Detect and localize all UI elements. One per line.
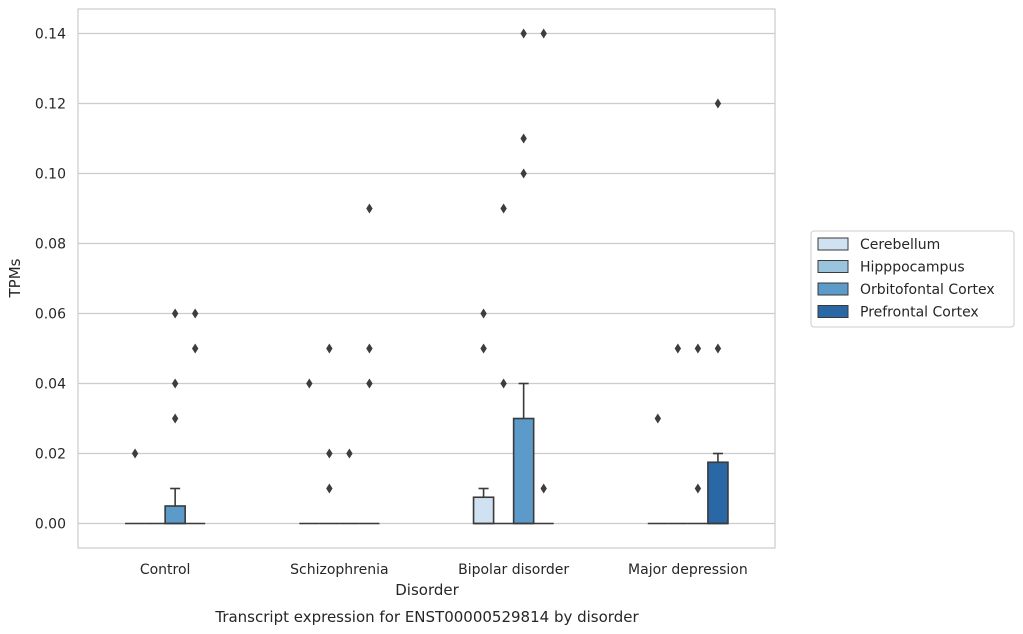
box-cerebellum	[647, 413, 668, 525]
outlier-point	[191, 343, 199, 354]
outlier-point	[366, 203, 373, 214]
outlier-point	[171, 378, 179, 389]
box-hipppocampus	[319, 343, 340, 525]
y-tick-label: 0.10	[35, 167, 66, 183]
outlier-point	[366, 378, 373, 389]
x-axis-title: Disorder	[395, 581, 459, 599]
y-tick-labels: 0.00 0.02 0.04 0.06 0.08 0.10 0.12 0.14	[35, 27, 66, 533]
box-cerebellum	[299, 378, 320, 525]
y-tick-label: 0.06	[35, 307, 66, 323]
y-tick-label: 0.08	[35, 237, 66, 253]
box-prefrontal-cortex	[533, 28, 554, 525]
box-body	[512, 417, 535, 525]
outlier-point	[520, 28, 527, 39]
plot-frame	[77, 8, 776, 549]
box-prefrontal-cortex	[185, 308, 206, 525]
x-tick-label: Bipolar disorder	[458, 562, 569, 578]
outlier-point	[674, 343, 682, 354]
box-orbitofontal-cortex	[164, 308, 186, 525]
y-tick-label: 0.14	[35, 27, 66, 43]
box-hipppocampus	[667, 343, 688, 525]
x-tick-label: Major depression	[628, 562, 748, 578]
outlier-point	[171, 308, 179, 319]
x-tick-label: Control	[140, 562, 191, 578]
legend-label: Prefrontal Cortex	[860, 305, 979, 321]
outlier-point	[540, 28, 547, 39]
y-tick-label: 0.12	[35, 97, 66, 113]
box-hipppocampus	[493, 203, 514, 525]
outlier-point	[520, 168, 527, 179]
outlier-point	[540, 483, 547, 494]
y-axis-title: TPMs	[6, 258, 24, 298]
grid-lines	[78, 32, 775, 525]
y-tick-label: 0.02	[35, 447, 66, 463]
outlier-point	[346, 448, 353, 459]
box-body	[164, 505, 186, 525]
outlier-point	[694, 343, 702, 354]
plot-area	[125, 28, 729, 525]
box-body	[472, 496, 495, 525]
chart-caption: Transcript expression for ENST0000052981…	[214, 608, 639, 626]
outlier-point	[191, 308, 199, 319]
legend: Cerebellum Hipppocampus Orbitofontal Corte…	[810, 230, 1015, 328]
box-orbitofontal-cortex	[512, 28, 535, 525]
outlier-point	[326, 483, 333, 494]
outlier-point	[326, 448, 333, 459]
box-cerebellum	[472, 308, 495, 525]
outlier-point	[694, 483, 702, 494]
outlier-point	[714, 343, 722, 354]
legend-swatch	[817, 237, 849, 251]
outlier-point	[306, 378, 313, 389]
outlier-point	[714, 98, 722, 109]
x-tick-labels: Control Schizophrenia Bipolar disorder Majo…	[140, 562, 748, 578]
outlier-point	[366, 343, 373, 354]
y-tick-label: 0.00	[35, 517, 66, 533]
box-orbitofontal-cortex	[339, 448, 360, 525]
outlier-point	[326, 343, 333, 354]
outlier-point	[500, 203, 507, 214]
legend-label: Hipppocampus	[860, 260, 965, 276]
outlier-point	[500, 378, 507, 389]
outlier-point	[171, 413, 179, 424]
legend-swatch	[817, 282, 849, 296]
box-body	[707, 461, 729, 525]
box-orbitofontal-cortex	[687, 343, 708, 525]
box-cerebellum	[125, 448, 146, 525]
legend-swatch	[817, 305, 849, 318]
legend-label: Orbitofontal Cortex	[860, 282, 995, 298]
outlier-point	[480, 308, 487, 319]
outlier-point	[480, 343, 487, 354]
outlier-point	[654, 413, 662, 424]
box-prefrontal-cortex	[359, 203, 380, 525]
y-tick-label: 0.04	[35, 377, 66, 393]
x-tick-label: Schizophrenia	[290, 562, 388, 578]
box-prefrontal-cortex	[707, 98, 729, 525]
legend-swatch	[817, 260, 849, 273]
legend-label: Cerebellum	[860, 237, 940, 253]
legend-frame	[810, 230, 1015, 328]
outlier-point	[520, 133, 527, 144]
outlier-point	[131, 448, 139, 459]
